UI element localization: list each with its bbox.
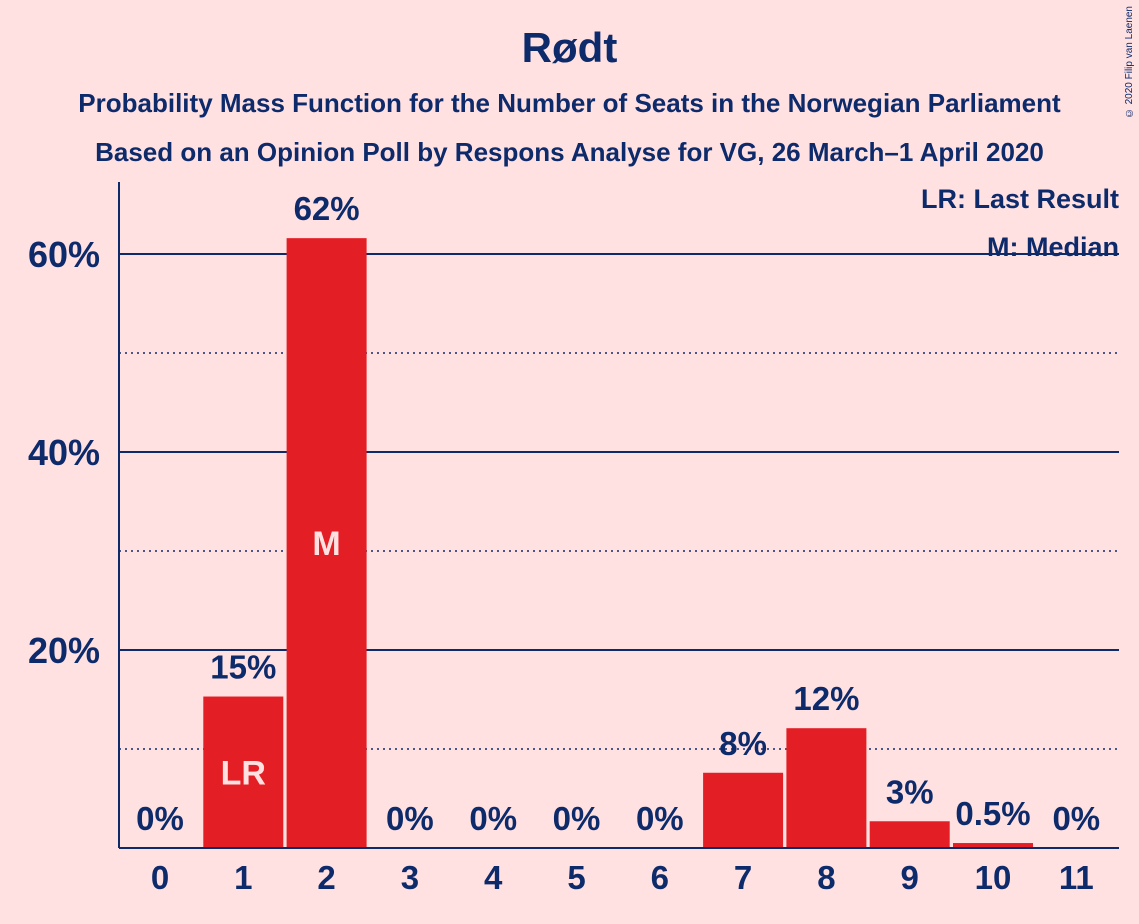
x-tick-label: 2 <box>317 859 335 896</box>
data-label: 0% <box>636 800 684 837</box>
data-label: 0% <box>136 800 184 837</box>
bar <box>953 843 1033 848</box>
bar <box>203 696 284 848</box>
y-tick-label: 40% <box>28 432 100 473</box>
data-label: 3% <box>886 773 934 810</box>
chart-title: Rødt <box>521 24 618 71</box>
last-result-marker: LR <box>221 754 266 792</box>
x-tick-label: 4 <box>484 859 503 896</box>
data-label: 0% <box>469 800 517 837</box>
y-tick-label: 60% <box>28 234 100 275</box>
x-tick-label: 5 <box>567 859 585 896</box>
bar <box>703 772 784 848</box>
data-label: 0.5% <box>955 795 1030 832</box>
data-label: 62% <box>294 190 360 227</box>
median-marker: M <box>312 525 340 563</box>
data-label: 15% <box>210 649 276 686</box>
x-tick-label: 0 <box>151 859 169 896</box>
x-tick-label: 8 <box>817 859 835 896</box>
data-label: 0% <box>553 800 601 837</box>
legend-last-result: LR: Last Result <box>920 184 1119 214</box>
data-label: 0% <box>386 800 434 837</box>
chart-subtitle-2: Based on an Opinion Poll by Respons Anal… <box>95 137 1044 167</box>
data-label: 0% <box>1052 800 1100 837</box>
x-tick-label: 11 <box>1059 859 1094 896</box>
x-tick-label: 10 <box>975 859 1012 896</box>
legend-median: M: Median <box>987 232 1119 262</box>
data-label: 8% <box>719 725 767 762</box>
data-label: 12% <box>793 680 859 717</box>
bar <box>286 238 367 848</box>
x-tick-label: 9 <box>901 859 919 896</box>
chart-subtitle-1: Probability Mass Function for the Number… <box>78 88 1061 118</box>
x-tick-label: 6 <box>651 859 669 896</box>
x-tick-label: 1 <box>234 859 252 896</box>
x-tick-label: 3 <box>401 859 419 896</box>
x-tick-label: 7 <box>734 859 752 896</box>
bar <box>869 821 950 848</box>
y-tick-label: 20% <box>28 630 100 671</box>
bar <box>786 728 867 848</box>
